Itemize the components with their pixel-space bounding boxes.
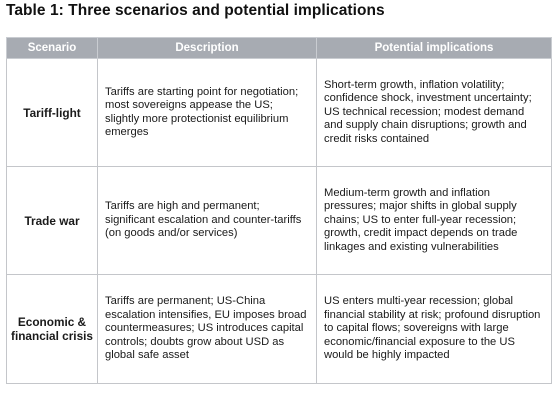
scenario-name: Tariff-light: [23, 105, 81, 120]
column-header-description: Description: [97, 37, 317, 59]
description-cell: Tariffs are permanent; US-China escalati…: [97, 274, 317, 384]
description-text: Tariffs are permanent; US-China escalati…: [105, 295, 307, 362]
implications-cell: Short-term growth, inflation volatility;…: [316, 58, 552, 167]
column-header-scenario: Scenario: [6, 37, 98, 59]
implications-text: US enters multi-year recession; global f…: [324, 295, 541, 362]
scenario-cell: Trade war: [6, 166, 98, 275]
implications-cell: Medium-term growth and inflation pressur…: [316, 166, 552, 275]
description-cell: Tariffs are starting point for negotiati…: [97, 58, 317, 167]
implications-cell: US enters multi-year recession; global f…: [316, 274, 552, 384]
description-text: Tariffs are starting point for negotiati…: [105, 85, 299, 138]
description-text: Tariffs are high and permanent; signific…: [105, 200, 302, 240]
scenario-cell: Tariff-light: [6, 58, 98, 167]
scenario-name: Trade war: [24, 213, 80, 228]
scenario-cell: Economic & financial crisis: [6, 274, 98, 384]
table-header-row: Scenario Description Potential implicati…: [6, 37, 552, 59]
table-row-trade-war: Trade war Tariffs are high and permanent…: [6, 166, 552, 275]
implications-text: Short-term growth, inflation volatility;…: [324, 78, 532, 145]
table-row-economic-financial-crisis: Economic & financial crisis Tariffs are …: [6, 274, 552, 384]
table-row-tariff-light: Tariff-light Tariffs are starting point …: [6, 58, 552, 167]
table-title: Table 1: Three scenarios and potential i…: [6, 2, 385, 19]
scenarios-table: Scenario Description Potential implicati…: [6, 37, 552, 384]
description-cell: Tariffs are high and permanent; signific…: [97, 166, 317, 275]
scenario-name: Economic & financial crisis: [11, 315, 93, 343]
column-header-implications: Potential implications: [316, 37, 552, 59]
implications-text: Medium-term growth and inflation pressur…: [324, 186, 518, 253]
